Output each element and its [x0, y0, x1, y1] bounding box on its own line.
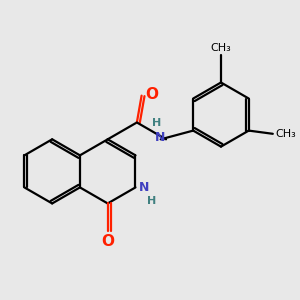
- Text: H: H: [147, 196, 156, 206]
- Text: CH₃: CH₃: [275, 129, 296, 139]
- Text: N: N: [139, 181, 149, 194]
- Text: H: H: [152, 118, 161, 128]
- Text: CH₃: CH₃: [211, 43, 231, 53]
- Text: O: O: [145, 86, 158, 101]
- Text: O: O: [101, 234, 114, 249]
- Text: N: N: [155, 131, 166, 144]
